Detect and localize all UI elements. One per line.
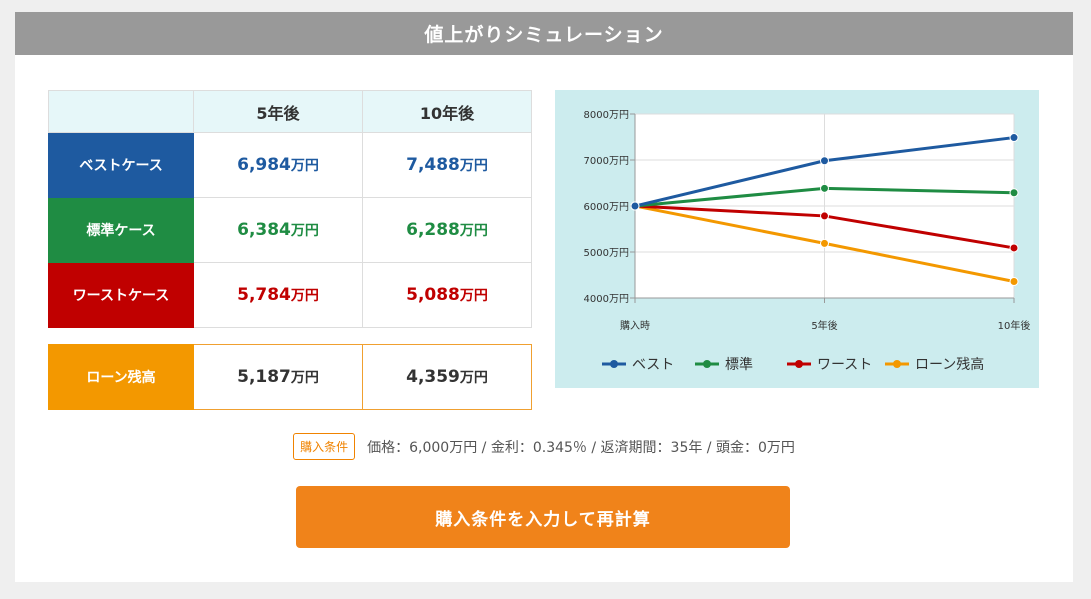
y-tick-label: 6000万円 (584, 202, 629, 213)
panel-title: 値上がりシミュレーション (15, 12, 1073, 55)
result-table: 5年後 10年後 ベストケース 6,984万円 7,488万円 標準ケース 6,… (48, 90, 532, 328)
series-point-3 (820, 238, 829, 248)
value-best-10y: 7,488万円 (362, 132, 532, 198)
series-point-0 (820, 156, 829, 166)
corner-cell (48, 90, 194, 133)
legend-label: 標準 (725, 357, 753, 373)
series-point-2 (1009, 243, 1019, 253)
col-header-5y: 5年後 (193, 90, 363, 133)
y-tick-label: 8000万円 (584, 110, 629, 121)
legend-swatch-dot (893, 360, 901, 368)
row-label-worst: ワーストケース (48, 262, 194, 328)
conditions-row: 購入条件 価格：6,000万円 / 金利：0.345％ / 返済期間：35年 /… (15, 433, 1073, 460)
row-label-standard: 標準ケース (48, 197, 194, 263)
legend-swatch-dot (610, 360, 618, 368)
value-loan-10y: 4,359万円 (362, 344, 532, 410)
row-label-best: ベストケース (48, 132, 194, 198)
y-tick-label: 7000万円 (584, 156, 629, 167)
y-tick-label: 5000万円 (584, 248, 629, 259)
table-row-loan: ローン残高 5,187万円 4,359万円 (48, 344, 532, 410)
recalculate-button[interactable]: 購入条件を入力して再計算 (296, 486, 790, 548)
value-best-5y: 6,984万円 (193, 132, 363, 198)
loan-table: ローン残高 5,187万円 4,359万円 (48, 344, 532, 410)
value-standard-5y: 6,384万円 (193, 197, 363, 263)
value-worst-10y: 5,088万円 (362, 262, 532, 328)
y-tick-label: 4000万円 (584, 294, 629, 305)
x-tick-label: 購入時 (620, 319, 650, 332)
series-point-0 (1009, 133, 1019, 143)
value-worst-5y: 5,784万円 (193, 262, 363, 328)
row-label-loan: ローン残高 (48, 344, 194, 410)
col-header-10y: 10年後 (362, 90, 532, 133)
x-tick-label: 5年後 (811, 319, 837, 332)
series-point-1 (820, 183, 829, 193)
conditions-text: 価格：6,000万円 / 金利：0.345％ / 返済期間：35年 / 頭金：0… (367, 439, 795, 456)
series-point-2 (820, 211, 829, 221)
value-loan-5y: 5,187万円 (193, 344, 363, 410)
conditions-badge: 購入条件 (293, 433, 356, 460)
value-standard-10y: 6,288万円 (362, 197, 532, 263)
legend-label: ワースト (817, 357, 872, 373)
legend-swatch-dot (795, 360, 803, 368)
legend-label: ベスト (632, 357, 674, 373)
series-point-1 (1009, 188, 1019, 198)
legend-swatch-dot (703, 360, 711, 368)
table-row-standard: 標準ケース 6,384万円 6,288万円 (48, 197, 532, 263)
line-chart: 4000万円 5000万円 6000万円 7000万円 8000万円購入時 5年後 10年後… (555, 90, 1039, 388)
table-row-worst: ワーストケース 5,784万円 5,088万円 (48, 262, 532, 328)
series-point-0 (630, 201, 640, 211)
x-tick-label: 10年後 (998, 319, 1031, 332)
series-point-3 (1009, 276, 1019, 286)
table-row-best: ベストケース 6,984万円 7,488万円 (48, 132, 532, 198)
legend-label: ローン残高 (915, 356, 984, 373)
simulation-panel: 値上がりシミュレーション 5年後 10年後 ベストケース 6,984万円 7,4… (15, 12, 1073, 582)
